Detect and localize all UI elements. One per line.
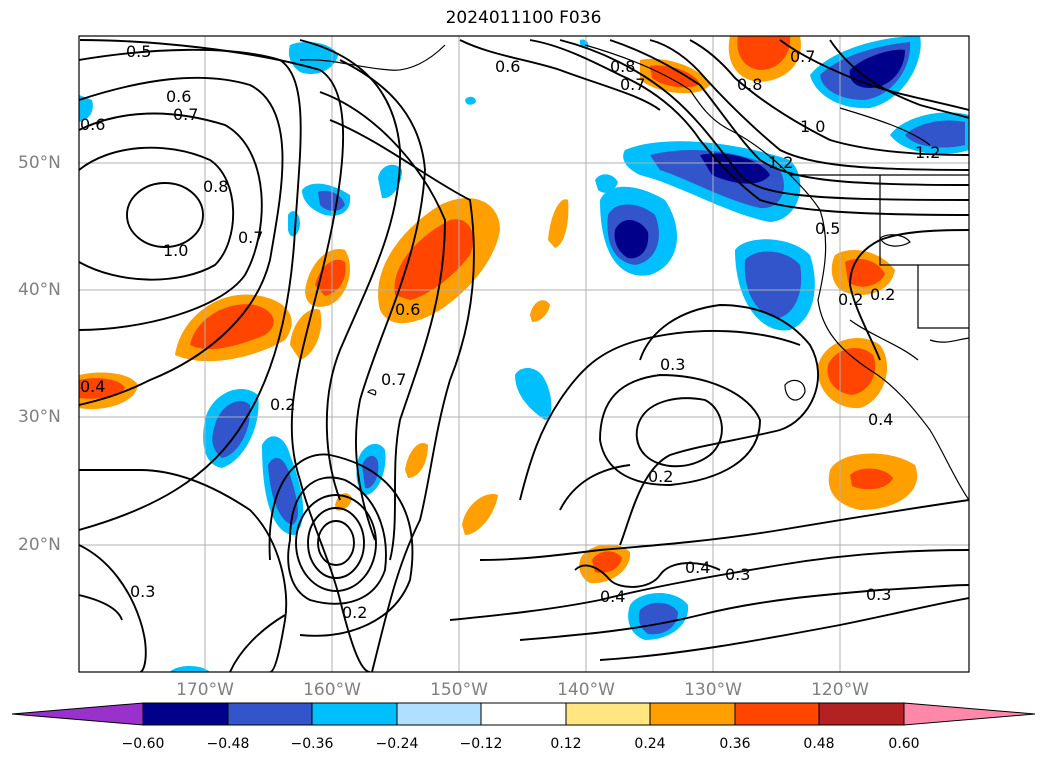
shade-blob: [827, 347, 876, 395]
contour-label: 0.4: [868, 410, 893, 429]
colorbar-segment: [818, 702, 905, 726]
shade-blob: [288, 42, 338, 75]
shade-blob: [515, 368, 552, 420]
map-frame: [78, 35, 970, 673]
contour-label: 0.7: [173, 105, 198, 124]
colorbar-tick-label: −0.24: [375, 736, 419, 752]
shade-blob: [614, 220, 649, 259]
lat-label: 50°N: [18, 153, 61, 173]
shade-blob: [79, 95, 93, 122]
shade-blob: [650, 65, 700, 88]
colorbar-segment: [565, 702, 651, 726]
shade-blob: [850, 468, 893, 490]
shade-blob: [849, 49, 905, 88]
shade-blob: [405, 442, 428, 478]
contour-label: 0.6: [495, 57, 520, 76]
colorbar-tick-label: −0.48: [206, 736, 250, 752]
shade-blob: [288, 211, 300, 237]
colorbar-segment: [649, 702, 736, 726]
contour-label: 0.2: [838, 290, 863, 309]
contour-label: 1.2: [768, 153, 793, 172]
contour-label: 0.2: [270, 395, 295, 414]
contour-label: 0.4: [600, 587, 625, 606]
shade-blob: [465, 96, 476, 105]
shade-blob: [212, 401, 251, 458]
shade-blob: [170, 665, 210, 672]
contour-label: 0.7: [381, 370, 406, 389]
contour-label: 0.6: [80, 115, 105, 134]
colorbar-segment: [396, 702, 482, 726]
contour-label: 1.2: [915, 143, 940, 162]
shade-blob: [362, 455, 379, 489]
contour-label: 0.7: [790, 47, 815, 66]
lat-label: 30°N: [18, 407, 61, 427]
coastlines: [299, 44, 969, 501]
lon-label: 160°W: [303, 680, 361, 700]
colorbar-segment: [311, 702, 398, 726]
contour-label: 0.2: [870, 285, 895, 304]
contour-label: 0.3: [660, 355, 685, 374]
colorbar-tick-label: 0.36: [719, 736, 751, 752]
colorbar: [11, 702, 1036, 726]
contour-label: 0.8: [610, 57, 635, 76]
lon-label: 140°W: [557, 680, 615, 700]
colorbar-tick-label: 0.48: [803, 736, 835, 752]
lon-label: 120°W: [811, 680, 869, 700]
contour-label: 1.0: [163, 241, 188, 260]
contour-label: 0.8: [737, 75, 762, 94]
contour-label: 0.5: [126, 42, 151, 61]
colorbar-segment: [227, 702, 313, 726]
colorbar-segment: [734, 702, 820, 726]
contour-label: 0.3: [130, 582, 155, 601]
contour-label: 0.6: [395, 300, 420, 319]
contour-label: 0.5: [815, 219, 840, 238]
colorbar-tick-label: −0.12: [459, 736, 503, 752]
lat-label: 40°N: [18, 280, 61, 300]
colorbar-tick-label: −0.36: [290, 736, 334, 752]
shade-blob: [845, 258, 885, 287]
shade-blob: [592, 551, 622, 573]
colorbar-extend-high: [903, 702, 1036, 726]
lon-label: 130°W: [684, 680, 742, 700]
colorbar-tick-label: 0.12: [550, 736, 582, 752]
shade-blob: [394, 219, 474, 300]
contour-label: 0.2: [342, 603, 367, 622]
shade-blob: [737, 36, 791, 70]
contour-label-layer: 0.5 0.6 0.6 0.7 0.8 1.0 0.7 0.6 0.4 0.2 …: [80, 42, 940, 622]
shade-blob: [530, 300, 550, 322]
colorbar-segment: [142, 702, 229, 726]
contour-label: 0.8: [203, 177, 228, 196]
lon-label: 170°W: [176, 680, 234, 700]
contour-label: 0.2: [648, 467, 673, 486]
shade-blob: [378, 164, 402, 199]
shade-blob: [462, 494, 498, 535]
shade-blob: [268, 457, 298, 525]
colorbar-tick-label: 0.24: [634, 736, 666, 752]
lon-label: 150°W: [430, 680, 488, 700]
contour-label: 0.7: [238, 228, 263, 247]
contour-label: 0.6: [166, 87, 191, 106]
contour-label: 1.0: [800, 117, 825, 136]
shade-blob: [79, 378, 125, 399]
shade-blob: [548, 199, 569, 248]
shade-blob: [905, 120, 965, 148]
shade-blob: [744, 251, 802, 318]
contour-label: 0.3: [866, 585, 891, 604]
colorbar-extend-low: [11, 702, 144, 726]
colorbar-segment: [480, 702, 567, 726]
colorbar-tick-label: 0.60: [888, 736, 920, 752]
colorbar-tick-label: −0.60: [121, 736, 165, 752]
lat-label: 20°N: [18, 535, 61, 555]
contour-label: 0.7: [620, 75, 645, 94]
shade-blob: [595, 174, 618, 193]
contour-lines: [79, 39, 969, 672]
contour-label: 0.3: [725, 565, 750, 584]
contour-label: 0.4: [80, 377, 105, 396]
contour-label: 0.4: [685, 558, 710, 577]
map-title: 2024011100 F036: [445, 8, 602, 28]
